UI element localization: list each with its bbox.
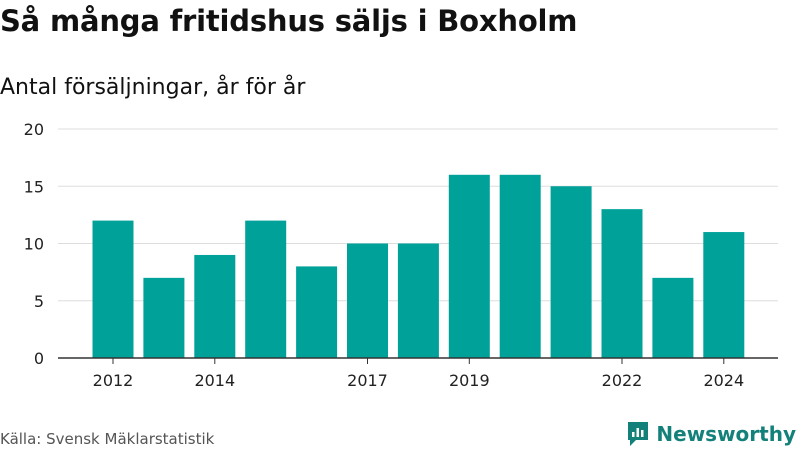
bar-2019 <box>448 174 490 358</box>
bar-2024 <box>703 232 745 358</box>
brand-logo[interactable]: Newsworthy <box>626 420 796 448</box>
x-tick-label: 2014 <box>194 371 235 390</box>
chart-subtitle: Antal försäljningar, år för år <box>0 75 306 100</box>
bar-2016 <box>296 266 338 358</box>
x-tick-label: 2022 <box>602 371 643 390</box>
y-tick-label: 15 <box>24 177 44 196</box>
bar-chart: 0 5 10 15 20 2012 2014 2017 2019 2022 2024 <box>24 120 778 390</box>
bar-2012 <box>92 220 134 358</box>
x-axis-ticks: 2012 2014 2017 2019 2022 2024 <box>93 358 744 390</box>
source-note: Källa: Svensk Mäklarstatistik <box>0 430 215 448</box>
brand-name: Newsworthy <box>656 422 796 446</box>
y-tick-label: 20 <box>24 120 44 139</box>
bar-2017 <box>347 243 388 358</box>
x-tick-label: 2012 <box>93 371 134 390</box>
bar-2020 <box>499 174 541 358</box>
x-tick-label: 2024 <box>703 371 744 390</box>
bar-2021 <box>550 186 592 358</box>
y-tick-label: 0 <box>34 349 44 368</box>
bar-2013 <box>143 277 185 358</box>
bar-2023 <box>652 277 694 358</box>
x-tick-label: 2019 <box>449 371 490 390</box>
chart-title: Så många fritidshus säljs i Boxholm <box>0 4 578 38</box>
bar-2014 <box>194 254 236 358</box>
bar-2022 <box>601 209 643 358</box>
newsworthy-logo-icon <box>628 422 649 446</box>
bar-2018 <box>397 243 439 358</box>
y-axis-ticks: 0 5 10 15 20 <box>24 120 44 368</box>
y-tick-label: 10 <box>24 235 44 254</box>
x-tick-label: 2017 <box>347 371 388 390</box>
bars <box>92 174 745 358</box>
y-tick-label: 5 <box>34 292 44 311</box>
bar-2015 <box>245 220 287 358</box>
